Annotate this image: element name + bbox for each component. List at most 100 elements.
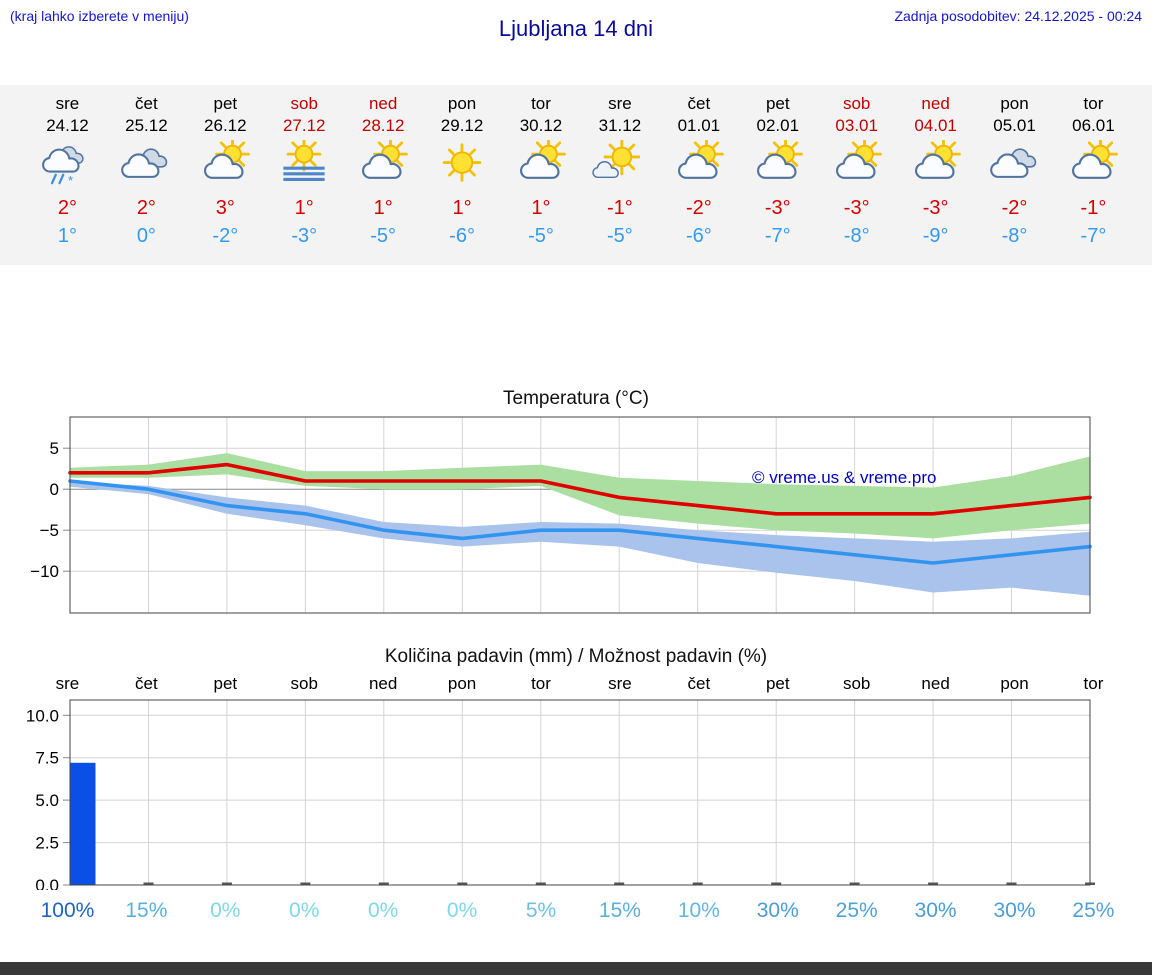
day-date-label: 24.12 — [46, 116, 89, 135]
day-high-temp: -3° — [843, 197, 870, 219]
day-date-label: 31.12 — [598, 116, 642, 135]
day-date-label: 03.01 — [835, 116, 878, 135]
day-low-temp: -8° — [843, 225, 870, 247]
svg-text:*: * — [68, 173, 73, 187]
precip-probability-label: 30% — [914, 899, 957, 922]
day-high-temp: 2° — [57, 197, 78, 219]
day-column: sre 24.12 * 2° 1° — [28, 93, 107, 265]
precip-zero-tick — [378, 882, 389, 885]
precip-day-label: tor — [1083, 674, 1104, 693]
day-high-temp: 3° — [215, 197, 235, 219]
day-low-temp: -7° — [1080, 225, 1107, 247]
day-high-temp: 1° — [294, 197, 314, 219]
precip-zero-tick — [300, 882, 311, 885]
precip-ytick-label: 2.5 — [35, 834, 59, 853]
day-icon-wrap — [906, 136, 966, 190]
precip-day-label: sob — [842, 674, 871, 693]
watermark: © vreme.us & vreme.pro — [752, 468, 936, 487]
day-name-label: ned — [921, 94, 950, 113]
day-low-temp: -2° — [212, 225, 239, 247]
partly-cloudy-icon — [1072, 136, 1119, 179]
precip-probability-label: 25% — [1072, 899, 1115, 922]
partly-cloudy-icon — [677, 136, 724, 179]
precip-probability-label: 0% — [289, 899, 320, 922]
day-low-temp: -3° — [291, 225, 318, 247]
precip-day-label: pon — [1000, 674, 1029, 693]
precip-ytick-label: 5.0 — [35, 791, 59, 810]
precip-day-label: pet — [213, 674, 238, 693]
day-icon-wrap — [511, 136, 571, 190]
day-column: čet 01.01 -2° -6° — [659, 93, 738, 265]
precip-probability-label: 0% — [367, 899, 399, 922]
fog-sun-icon — [283, 136, 325, 182]
precip-day-label: sre — [608, 674, 632, 693]
day-name-label: tor — [1083, 94, 1104, 113]
day-high-temp: -3° — [764, 197, 791, 219]
page-title: Ljubljana 14 dni — [498, 16, 654, 41]
day-column: pon 05.01 -2° -8° — [975, 93, 1054, 265]
precip-probability-label: 5% — [525, 899, 557, 922]
precip-zero-tick — [849, 882, 860, 885]
day-date-label: 29.12 — [440, 116, 484, 135]
precip-probability-label: 15% — [125, 899, 168, 922]
day-low-temp: -6° — [449, 225, 475, 247]
precip-day-labels-row: sre čet pet sob ned pon tor sre čet pet sob ned pon t… — [28, 673, 1133, 695]
day-column: ned 28.12 1° -5° — [344, 93, 423, 265]
day-name-label: pet — [765, 94, 790, 113]
day-high-temp: -3° — [922, 197, 949, 219]
day-icon-wrap — [274, 136, 334, 190]
precip-zero-tick — [221, 882, 232, 885]
day-date-label: 30.12 — [519, 116, 563, 135]
day-name-label: pet — [213, 94, 238, 113]
day-date-label: 25.12 — [125, 116, 168, 135]
precip-probability-label: 15% — [598, 899, 641, 922]
day-date-label: 02.01 — [756, 116, 800, 135]
day-date-label: 28.12 — [361, 116, 405, 135]
precip-day-label: pet — [765, 674, 790, 693]
day-date-label: 05.01 — [993, 116, 1036, 135]
precip-day-label: čet — [135, 674, 158, 693]
day-column: čet 25.12 2° 0° — [107, 93, 186, 265]
partly-cloudy-icon — [914, 136, 961, 179]
day-column: sre 31.12 -1° -5° — [580, 93, 659, 265]
precip-zero-tick — [692, 882, 703, 885]
day-icon-wrap — [590, 138, 650, 190]
day-date-label: 26.12 — [204, 116, 247, 135]
temp-ytick-label: −10 — [30, 562, 59, 581]
precipitation-chart-block: Količina padavin (mm) / Možnost padavin … — [0, 645, 1152, 924]
precip-probability-label: 100% — [40, 899, 95, 922]
precip-ytick-label: 7.5 — [35, 749, 59, 768]
day-low-temp: 1° — [57, 225, 78, 247]
day-column: sob 27.12 1° -3° — [265, 93, 344, 265]
day-high-temp: -1° — [607, 197, 633, 219]
day-name-label: sre — [608, 94, 632, 113]
day-column: pon 29.12 1° -6° — [423, 93, 502, 265]
precip-zero-tick — [457, 882, 468, 885]
precip-ytick-label: 0.0 — [35, 876, 59, 890]
day-high-temp: 1° — [373, 197, 393, 219]
temperature-chart: 5 0 −5 −10 © vreme.us & vreme.pro — [30, 416, 1092, 614]
temp-ytick-label: 0 — [50, 480, 59, 499]
precip-probability-label: 30% — [756, 899, 799, 922]
day-icon-wrap — [432, 140, 492, 190]
precip-bar — [70, 762, 96, 885]
day-low-temp: -5° — [607, 225, 633, 247]
day-name-label: sob — [290, 94, 318, 113]
day-icon-wrap — [195, 136, 255, 190]
temp-min-range-band — [70, 481, 1090, 596]
day-icon-wrap — [748, 136, 808, 190]
precip-probability-row: 100% 15% 0% 0% 0% 0% 5% 15% 10% 30% 25% 30% 30% 25% — [28, 898, 1133, 924]
day-name-label: sre — [55, 94, 80, 113]
day-high-temp: -1° — [1080, 197, 1107, 219]
menu-hint-link[interactable]: (kraj lahko izberete v meniju) — [10, 8, 189, 24]
partly-cloudy-icon — [362, 136, 408, 179]
day-low-temp: -8° — [1001, 225, 1028, 247]
day-column: ned 04.01 -3° -9° — [896, 93, 975, 265]
precip-zero-tick — [143, 882, 154, 885]
day-column: pet 26.12 3° -2° — [186, 93, 265, 265]
day-low-temp: -6° — [685, 225, 712, 247]
day-name-label: ned — [368, 94, 398, 113]
footer-bar — [0, 962, 1152, 975]
day-column: tor 06.01 -1° -7° — [1054, 93, 1133, 265]
day-name-label: pon — [447, 94, 477, 113]
